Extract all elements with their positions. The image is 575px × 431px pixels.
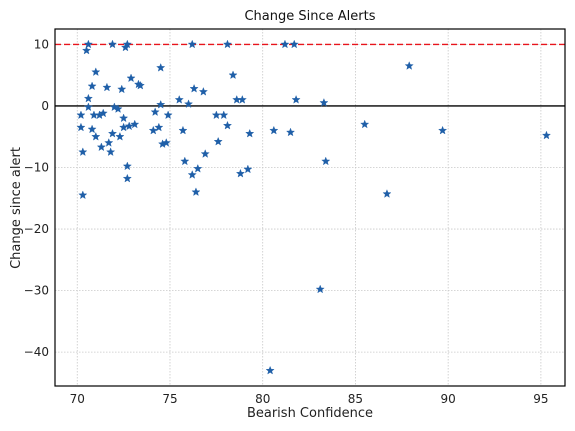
data-point (124, 121, 134, 131)
data-point (126, 73, 136, 83)
data-point (219, 110, 229, 120)
data-point (180, 156, 190, 166)
data-point (187, 39, 197, 49)
data-point (150, 107, 160, 116)
data-point (148, 125, 158, 135)
data-point (198, 87, 208, 96)
data-point (83, 93, 93, 103)
data-point (404, 61, 414, 70)
data-point (285, 127, 296, 137)
x-tick-label: 90 (441, 392, 456, 406)
data-point (91, 67, 101, 76)
data-point (245, 128, 255, 138)
data-point (154, 122, 164, 132)
data-point (243, 164, 253, 174)
data-point (193, 163, 203, 173)
data-points (76, 39, 551, 375)
data-point (235, 168, 245, 178)
grid (55, 29, 565, 386)
data-point (189, 83, 199, 93)
data-point (113, 104, 123, 113)
data-point (107, 128, 118, 138)
data-point (91, 131, 101, 141)
y-tick-label: −40 (24, 345, 49, 359)
data-point (81, 45, 92, 55)
data-point (78, 147, 88, 156)
data-point (319, 98, 329, 107)
data-point (289, 39, 299, 49)
y-axis-ticks: −40 −30 −20 −10 0 10 (24, 37, 49, 359)
reference-lines (55, 43, 565, 107)
x-axis-ticks: 70 75 80 85 90 95 (70, 392, 549, 406)
data-point (360, 119, 370, 129)
data-point (122, 173, 132, 183)
data-point (115, 131, 125, 141)
data-point (156, 99, 166, 109)
chart-title: Change Since Alerts (244, 9, 375, 24)
data-point (78, 190, 88, 200)
x-tick-label: 95 (533, 392, 548, 406)
data-point (106, 147, 116, 156)
data-point (122, 161, 132, 171)
y-tick-label: 10 (34, 37, 49, 51)
y-tick-label: −20 (24, 222, 49, 236)
x-axis-title: Bearish Confidence (247, 406, 373, 421)
data-point (228, 70, 238, 80)
x-tick-label: 80 (255, 392, 270, 406)
data-point (83, 102, 93, 112)
data-point (109, 102, 119, 112)
data-point (382, 189, 392, 198)
data-point (76, 110, 86, 120)
y-tick-label: −10 (24, 160, 49, 174)
data-point (135, 80, 145, 90)
data-point (102, 82, 112, 92)
data-point (76, 122, 86, 132)
data-point (187, 170, 197, 179)
data-point (130, 119, 140, 129)
x-tick-label: 75 (162, 392, 177, 406)
data-point (280, 39, 290, 49)
x-tick-label: 70 (70, 392, 85, 406)
data-point (541, 130, 551, 140)
data-point (237, 95, 247, 104)
data-point (98, 108, 108, 118)
data-point (122, 39, 132, 49)
data-point (163, 110, 173, 120)
data-point (96, 142, 106, 152)
data-point (83, 39, 93, 49)
data-point (87, 81, 97, 91)
data-point (87, 124, 97, 134)
y-axis-title: Change since alert (9, 147, 24, 269)
x-tick-label: 85 (348, 392, 363, 406)
data-point (213, 136, 223, 146)
data-point (222, 39, 233, 49)
data-point (174, 95, 184, 104)
data-point (291, 95, 301, 104)
data-point (156, 63, 166, 72)
data-point (117, 84, 127, 94)
y-tick-label: 0 (41, 99, 49, 113)
data-point (211, 110, 221, 120)
data-point (321, 156, 331, 166)
data-point (438, 125, 448, 135)
y-tick-label: −30 (24, 284, 49, 298)
data-point (191, 187, 201, 196)
data-point (222, 120, 233, 130)
data-point (265, 365, 275, 375)
data-point (315, 284, 325, 294)
data-point (200, 149, 210, 158)
data-point (119, 113, 129, 123)
data-point (104, 138, 114, 147)
data-point (161, 138, 171, 147)
data-point (107, 39, 118, 49)
data-point (269, 125, 279, 135)
data-point (178, 125, 188, 135)
plot-frame (54, 28, 566, 387)
data-point (183, 99, 194, 108)
